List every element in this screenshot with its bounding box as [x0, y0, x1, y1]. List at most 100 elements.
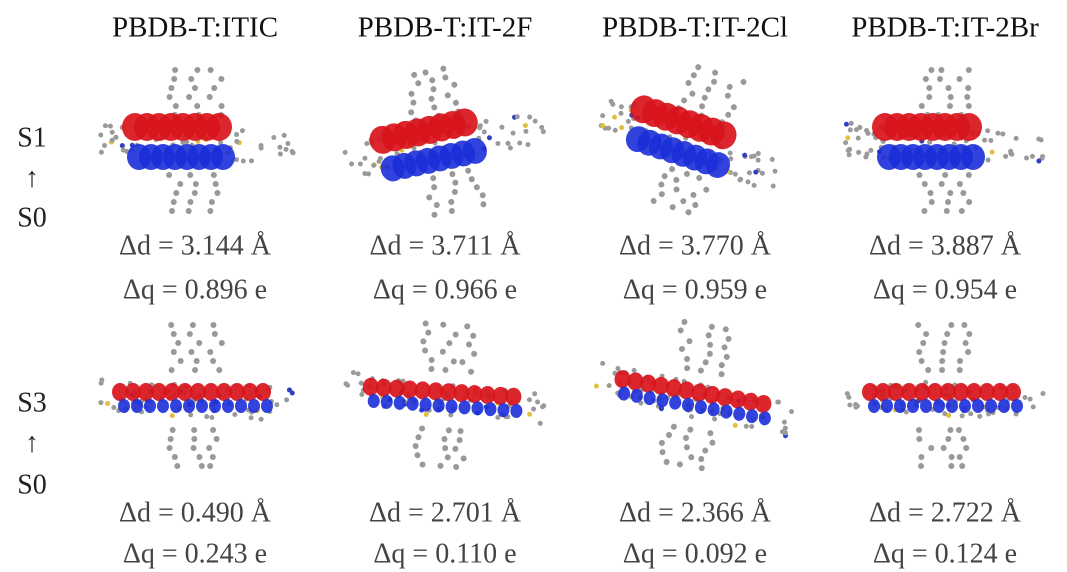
atom	[442, 74, 449, 81]
atom	[690, 72, 697, 79]
orbital-lobe	[510, 404, 523, 419]
atom	[683, 170, 690, 177]
atom	[425, 329, 432, 336]
atom	[187, 199, 194, 205]
atom	[843, 121, 849, 127]
atom	[194, 103, 201, 109]
atom	[209, 415, 215, 421]
orbital-lobe	[458, 400, 471, 415]
orbital-lobe	[640, 374, 657, 393]
atom	[1029, 153, 1035, 159]
atom	[460, 455, 467, 462]
delta-q: Δq = 0.092 e	[623, 538, 767, 569]
atom	[856, 149, 862, 155]
atom	[440, 321, 447, 328]
atom	[965, 85, 972, 91]
atom	[726, 83, 733, 90]
atom	[172, 103, 179, 109]
orbital-lobe	[656, 393, 669, 408]
atom	[732, 422, 738, 428]
atom	[966, 199, 973, 205]
atom	[277, 151, 283, 157]
atom	[918, 463, 925, 469]
atom	[722, 326, 729, 333]
delta-d: Δd = 0.490 Å	[119, 497, 272, 528]
row-label: S0	[17, 469, 47, 500]
atom	[847, 146, 853, 152]
atom	[698, 465, 705, 472]
atom	[732, 171, 738, 177]
atom	[349, 161, 355, 167]
atom	[921, 181, 928, 187]
atom	[452, 331, 459, 338]
atom	[207, 463, 214, 469]
atom	[465, 167, 472, 174]
atom	[865, 130, 871, 136]
atom	[697, 367, 704, 374]
column-header: PBDB-T:IT-2F	[358, 12, 533, 44]
atom	[510, 130, 516, 136]
atom	[102, 123, 108, 129]
atom	[725, 335, 732, 342]
atom	[214, 190, 221, 196]
atom	[689, 90, 696, 97]
atom	[210, 358, 217, 364]
orbital-lobe	[914, 383, 930, 401]
atom	[212, 181, 219, 187]
atom	[192, 367, 199, 373]
atom	[965, 349, 972, 355]
atom	[175, 340, 182, 346]
atom	[948, 454, 955, 460]
orbital-lobe	[901, 383, 917, 401]
atom	[920, 340, 927, 346]
atom	[684, 365, 691, 372]
atom	[1036, 136, 1042, 142]
column-header: PBDB-T:IT-2Br	[851, 12, 1039, 44]
atom	[415, 434, 422, 441]
atom	[928, 67, 935, 73]
orbital-lobe	[630, 388, 643, 403]
atom	[658, 439, 665, 446]
orbital-lobe	[888, 383, 904, 401]
orbital-lobe	[131, 399, 143, 413]
orbital-lobe	[432, 398, 445, 413]
atom	[847, 127, 853, 133]
atom	[119, 143, 125, 149]
atom	[658, 181, 665, 188]
delta-d: Δd = 3.770 Å	[619, 230, 772, 261]
atom	[845, 135, 851, 141]
atom	[526, 397, 532, 403]
atom	[918, 103, 925, 109]
atom	[517, 140, 523, 146]
atom	[451, 188, 458, 195]
orbital-lobe	[211, 144, 235, 170]
orbital-lobe	[248, 399, 260, 413]
orbital-lobe	[242, 383, 258, 401]
orbital-lobe	[177, 383, 193, 401]
atom	[428, 365, 435, 372]
atom	[846, 152, 852, 158]
delta-d: Δd = 2.701 Å	[369, 497, 522, 528]
atom	[359, 391, 365, 397]
atom	[448, 412, 454, 418]
atom	[964, 94, 971, 100]
atom	[440, 65, 447, 72]
atom	[685, 209, 692, 216]
atom	[701, 94, 708, 101]
atom	[927, 190, 934, 196]
atom	[449, 171, 456, 178]
orbital-lobe	[707, 402, 720, 417]
atom	[415, 80, 422, 87]
atom	[188, 412, 194, 418]
orbital-lobe	[729, 390, 746, 409]
orbital-lobe	[742, 392, 759, 411]
atom	[853, 402, 859, 408]
atom	[960, 436, 967, 442]
atom	[190, 445, 197, 451]
atom	[109, 137, 115, 143]
orbital-lobe	[953, 383, 969, 401]
atom	[678, 345, 685, 352]
delta-d: Δd = 3.711 Å	[370, 230, 522, 261]
atom	[191, 436, 198, 442]
delta-q: Δq = 0.966 e	[373, 274, 517, 305]
